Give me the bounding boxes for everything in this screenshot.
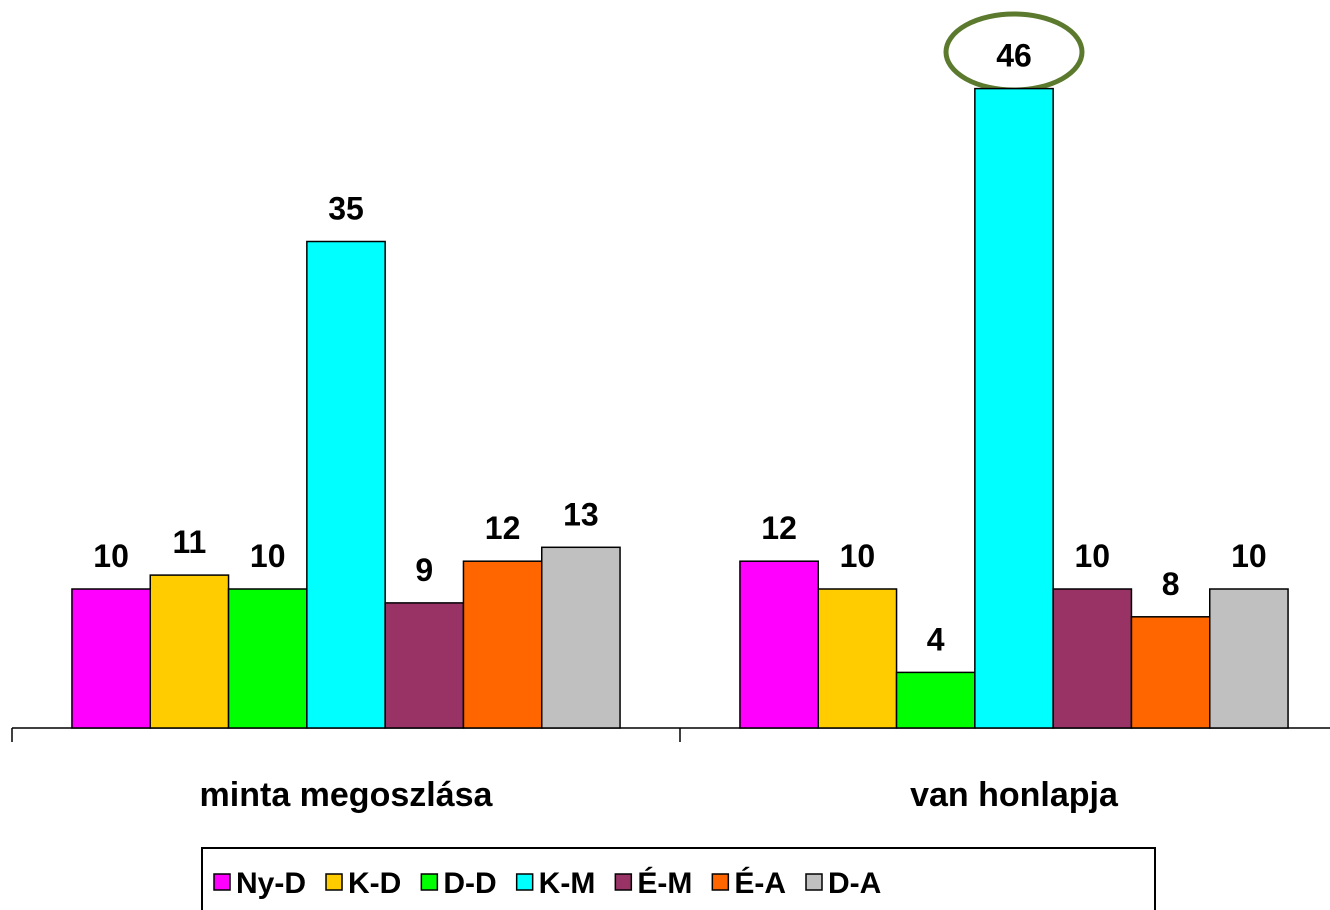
legend-swatch — [420, 873, 439, 891]
data-label: 12 — [485, 510, 521, 546]
legend-label: É-M — [637, 866, 692, 900]
category-label: minta megoszlása — [200, 776, 494, 814]
bar — [817, 588, 898, 729]
bar — [384, 602, 465, 729]
legend-swatch — [213, 873, 231, 891]
bar — [149, 574, 230, 729]
legend-label: D-A — [828, 867, 881, 900]
data-label: 10 — [1075, 538, 1111, 574]
bar — [895, 671, 976, 729]
bar — [462, 560, 543, 729]
category-label: van honlapja — [910, 776, 1119, 814]
legend-label: K-D — [348, 867, 401, 900]
legend-swatch — [614, 873, 633, 891]
data-label: 13 — [563, 496, 599, 532]
legend-swatch — [805, 873, 823, 891]
data-label: 10 — [840, 538, 876, 574]
legend-label: É-A — [734, 866, 786, 900]
legend-label: Ny-D — [236, 867, 306, 900]
bar — [306, 240, 386, 729]
bar — [1130, 616, 1211, 729]
legend-label: K-M — [539, 867, 596, 900]
data-label: 8 — [1162, 566, 1180, 602]
legend-box — [201, 847, 1156, 910]
bar — [71, 588, 151, 729]
data-label: 10 — [93, 538, 129, 574]
data-label: 9 — [415, 552, 433, 588]
bar — [227, 588, 308, 729]
data-label: 4 — [927, 621, 945, 657]
bar — [1052, 588, 1133, 729]
legend-swatch — [325, 873, 343, 891]
data-label: 11 — [172, 524, 206, 560]
legend-swatch — [711, 873, 730, 891]
bar — [541, 546, 621, 729]
legend-label: D-D — [443, 867, 496, 900]
data-label: 46 — [996, 38, 1032, 74]
bar — [1209, 588, 1289, 729]
bar — [974, 87, 1054, 729]
data-label: 35 — [328, 191, 364, 227]
data-label: 10 — [1231, 538, 1267, 574]
legend-swatch — [515, 873, 534, 891]
bar — [739, 560, 820, 729]
data-label: 10 — [250, 538, 286, 574]
data-label: 12 — [761, 510, 797, 546]
